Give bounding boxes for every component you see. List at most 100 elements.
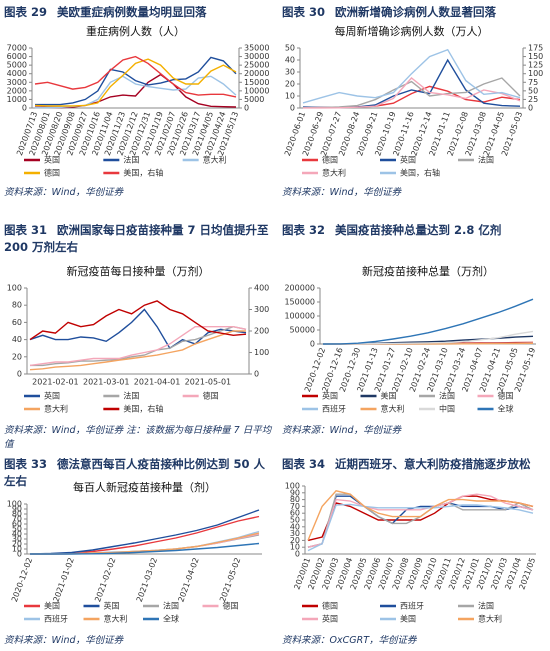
- legend-label: 全球: [498, 404, 514, 414]
- figure-caption: 图表 34 近期西班牙、意大利防疫措施逐步放松: [282, 456, 546, 473]
- y-tick-label: 5000: [7, 61, 27, 70]
- y2-tick-label: 400: [254, 284, 269, 293]
- y2-tick-label: 20000: [244, 69, 269, 78]
- y-tick-label: 90: [12, 505, 22, 514]
- legend-label: 法国: [163, 601, 179, 611]
- y2-tick-label: 300: [254, 305, 269, 314]
- legend-label: 西班牙: [400, 601, 424, 611]
- series-line: [307, 490, 534, 541]
- series-line: [35, 75, 237, 109]
- legend-label: 美国: [44, 601, 60, 611]
- figure-label: 图表 29: [4, 5, 48, 19]
- y-tick-label: 40: [12, 335, 22, 344]
- legend-label: 意大利: [478, 614, 502, 624]
- y-tick-label: 80: [12, 510, 22, 519]
- y2-tick-label: 0: [528, 104, 533, 113]
- y-tick-label: 0: [310, 340, 315, 349]
- legend-label: 意大利: [322, 168, 346, 178]
- y2-tick-label: 0: [244, 104, 249, 113]
- y2-tick-label: 175: [528, 44, 543, 53]
- legend-label: 全球: [163, 614, 179, 624]
- y-tick-label: 30: [285, 68, 295, 77]
- legend-label: 德国: [498, 391, 514, 401]
- y-tick-label: 6000: [7, 52, 27, 61]
- legend-label: 英国: [322, 391, 338, 401]
- y-tick-label: 30: [12, 535, 22, 544]
- series-line: [29, 509, 260, 555]
- legend-label: 美国: [381, 391, 397, 401]
- legend-label: 意大利: [44, 404, 68, 414]
- y-tick-label: 30: [290, 529, 300, 538]
- figure-caption: 图表 31 欧洲国家每日疫苗接种量 7 日均值提升至 200 万剂左右: [4, 222, 272, 256]
- x-tick-label: 2021-03-02: [135, 556, 159, 603]
- series-line: [322, 298, 534, 345]
- y-tick-label: 0: [295, 550, 300, 559]
- y-tick-label: 20: [285, 80, 295, 89]
- y-tick-label: 60: [12, 318, 22, 327]
- y-tick-label: 0: [17, 370, 22, 379]
- figure-source: 资料来源：Wind，华创证券: [4, 632, 272, 646]
- figure-caption: 图表 29 美欧重症病例数量均明显回落: [4, 4, 272, 21]
- series-line: [29, 330, 246, 371]
- y-tick-label: 0: [290, 104, 295, 113]
- figure-source: 资料来源：OxCGRT，华创证券: [282, 632, 546, 646]
- y-tick-label: 200000: [284, 284, 315, 293]
- y-tick-label: 3000: [7, 78, 27, 87]
- legend-label: 意大利: [203, 155, 227, 165]
- y-tick-label: 0: [17, 550, 22, 559]
- legend-label: 美国，右轴: [123, 168, 163, 178]
- legend-label: 英国: [104, 601, 120, 611]
- y-tick-label: 80: [12, 301, 22, 310]
- figure-caption: 图表 33 德法意西每百人疫苗接种比例达到 50 人左右: [4, 456, 272, 490]
- figure-caption-text: 德法意西每百人疫苗接种比例达到 50 人左右: [4, 457, 266, 488]
- figure-caption: 图表 32 美国疫苗接种总量达到 2.8 亿剂: [282, 222, 546, 239]
- legend-label: 英国: [400, 155, 416, 165]
- y-tick-label: 20: [12, 540, 22, 549]
- y2-tick-label: 50: [528, 86, 538, 95]
- y-tick-label: 40: [12, 530, 22, 539]
- y-tick-label: 50000: [290, 326, 315, 335]
- y2-tick-label: 25000: [244, 61, 269, 70]
- y-tick-label: 60: [12, 520, 22, 529]
- series-line: [307, 503, 534, 552]
- series-line: [303, 77, 521, 109]
- y-tick-label: 60: [290, 509, 300, 518]
- legend-label: 德国: [322, 155, 338, 165]
- legend-label: 法国: [123, 391, 139, 401]
- series-line: [302, 48, 521, 104]
- y2-tick-label: 125: [528, 61, 543, 70]
- source-text: 资料来源：Wind，华创证券: [4, 635, 124, 646]
- y2-tick-label: 200: [254, 327, 269, 336]
- figure-source: 资料来源：Wind，华创证券: [4, 184, 272, 198]
- legend-label: 英国: [322, 614, 338, 624]
- y-tick-label: 10: [12, 545, 22, 554]
- y-tick-label: 80: [290, 495, 300, 504]
- series-line: [30, 542, 260, 555]
- y2-tick-label: 100: [528, 69, 543, 78]
- y-tick-label: 90: [290, 488, 300, 497]
- chart-title: 新冠疫苗每日接种量（万剂）: [67, 264, 210, 278]
- legend-label: 德国: [203, 391, 219, 401]
- legend-label: 意大利: [104, 614, 128, 624]
- figure-label: 图表 33: [4, 457, 48, 471]
- series-line: [307, 493, 534, 548]
- y2-tick-label: 150: [528, 52, 543, 61]
- figure-source: 资料来源：Wind，华创证券: [282, 184, 546, 198]
- legend-label: 美国，右轴: [400, 168, 440, 178]
- legend-label: 法国: [478, 601, 494, 611]
- x-tick-label: 2020-12-02: [10, 556, 34, 603]
- y2-tick-label: 75: [528, 78, 538, 87]
- x-tick-label: 2021-01-02: [52, 556, 76, 603]
- y-tick-label: 70: [12, 515, 22, 524]
- series-line: [35, 56, 237, 106]
- series-line: [307, 495, 534, 542]
- x-tick-label: 2021-04-02: [176, 556, 200, 603]
- x-tick-label: 2021-03-01: [83, 378, 130, 387]
- figure-caption-text: 美欧重症病例数量均明显回落: [57, 5, 207, 19]
- y-tick-label: 10: [285, 92, 295, 101]
- figure-caption: 图表 30 欧洲新增确诊病例人数显著回落: [282, 4, 546, 21]
- y2-tick-label: 5000: [244, 95, 264, 104]
- y-tick-label: 0: [22, 104, 27, 113]
- legend-label: 意大利: [381, 404, 405, 414]
- x-tick-label: 2021-05-02: [218, 556, 242, 603]
